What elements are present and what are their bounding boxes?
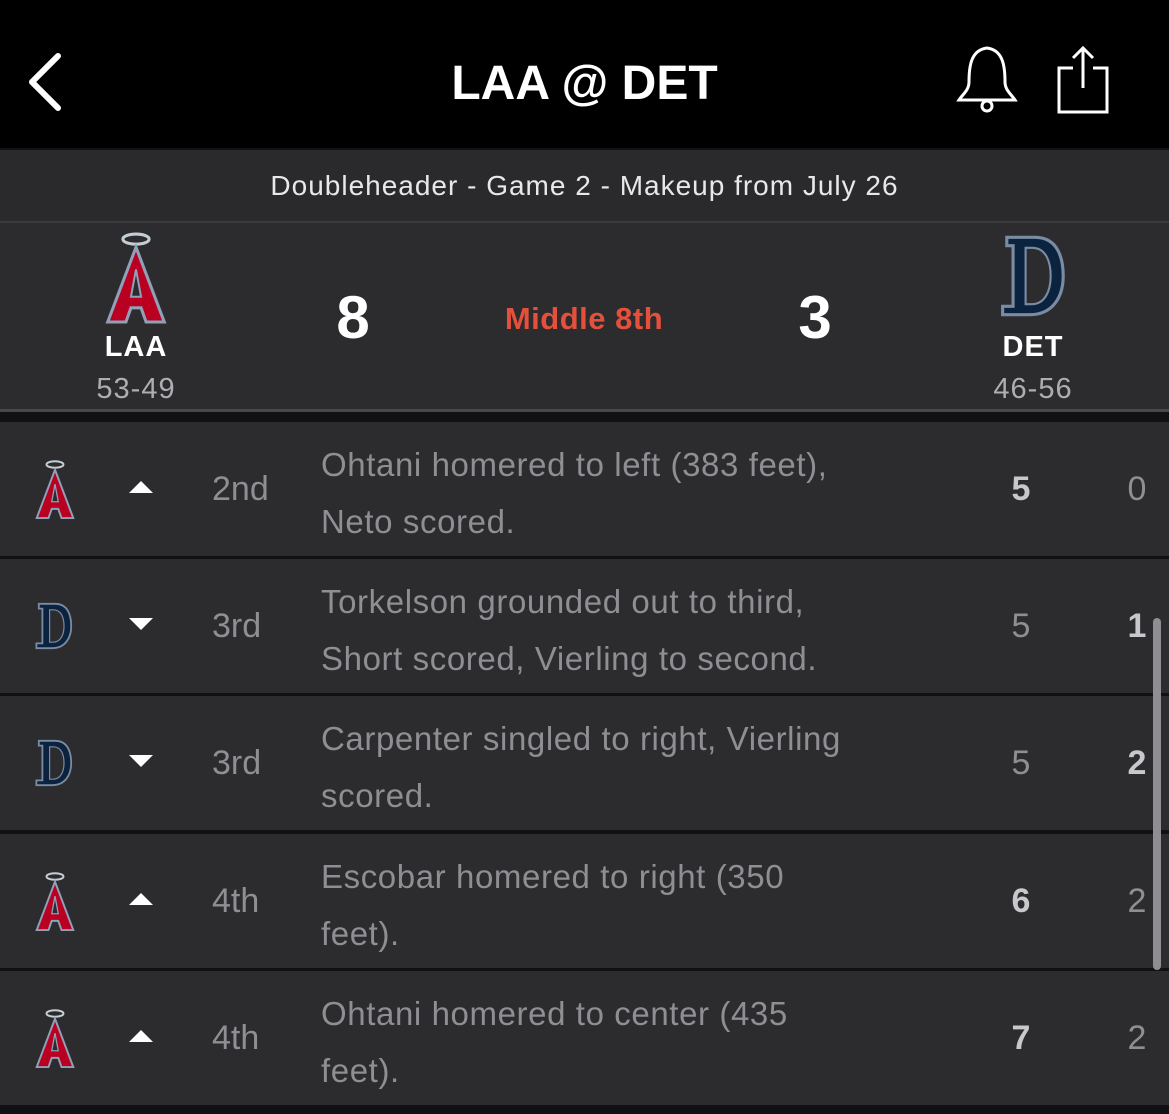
play-description: Ohtani homered to center (435 feet). [321,985,788,1099]
play-line: Torkelson grounded out to third, [321,583,805,621]
away-run-total: 5 [1011,470,1031,508]
half-inning-arrow [129,1029,153,1042]
inning: 3rd [212,744,262,783]
play-row: 4th Ohtani homered to center (435 feet). 7 2 [0,970,1169,1105]
away-score: 8 [336,284,370,351]
away-run-total: 6 [1011,881,1031,920]
play-description: Ohtani homered to left (383 feet), Neto s… [321,436,828,550]
inning: 4th [212,881,260,920]
home-record: 46-56 [993,373,1073,405]
inning: 4th [212,1018,260,1057]
home-score: 3 [798,284,832,351]
team-logo [34,732,76,794]
away-run-total: 7 [1011,1018,1031,1057]
home-run-total: 2 [1127,881,1147,920]
home-abbr: DET [1002,331,1064,363]
home-run-total: 2 [1127,744,1147,783]
play-line: scored. [321,777,434,815]
play-row: 3rd Carpenter singled to right, Vierling s… [0,696,1169,831]
play-line: Short scored, Vierling to second. [321,640,818,678]
away-record: 53-49 [96,373,176,405]
nav-bar: LAA @ DET [0,0,1169,148]
home-logo [998,229,1072,323]
play-line: Carpenter singled to right, Vierling [321,720,841,758]
scrollbar [1153,618,1161,970]
team-logo [34,1007,76,1069]
half-inning-arrow [129,481,153,493]
play-description: Torkelson grounded out to third, Short sc… [321,573,817,687]
away-logo [104,229,168,325]
half-inning-arrow [129,892,153,905]
play-description: Escobar homered to right (350 feet). [321,848,784,962]
home-run-total: 0 [1127,470,1147,508]
game-status: Middle 8th [504,301,664,336]
away-run-total: 5 [1011,744,1031,783]
game-subheader: Doubleheader - Game 2 - Makeup from July… [0,150,1169,223]
notification-bell[interactable] [955,44,1019,116]
team-logo [34,870,76,932]
play-row: 2nd Ohtani homered to left (383 feet), Net… [0,422,1169,556]
team-logo [34,595,76,657]
share-button[interactable] [1055,44,1111,116]
play-line: Escobar homered to right (350 [321,857,785,895]
page-title: LAA @ DET [451,57,718,110]
scoreboard: LAA 53-49 8 Middle 8th 3 DET 46-56 [0,223,1169,412]
play-line: Neto scored. [321,503,516,540]
play-line: Ohtani homered to center (435 [321,994,788,1032]
inning: 3rd [212,607,262,646]
inning: 2nd [212,470,269,508]
home-run-total: 1 [1127,607,1147,646]
half-inning-arrow [129,618,153,631]
back-button[interactable] [22,52,68,112]
away-run-total: 5 [1011,607,1031,646]
play-line: feet). [321,914,400,952]
team-logo [34,458,76,520]
away-abbr: LAA [104,331,168,363]
play-line: Ohtani homered to left (383 feet), [321,446,828,483]
play-row: 4th Escobar homered to right (350 feet). 6 2 [0,833,1169,968]
play-row: 3rd Torkelson grounded out to third, Short… [0,559,1169,694]
half-inning-arrow [129,755,153,768]
play-line: feet). [321,1051,400,1089]
play-description: Carpenter singled to right, Vierling scor… [321,710,841,824]
game-note: Doubleheader - Game 2 - Makeup from July… [270,170,899,201]
home-run-total: 2 [1127,1018,1147,1057]
